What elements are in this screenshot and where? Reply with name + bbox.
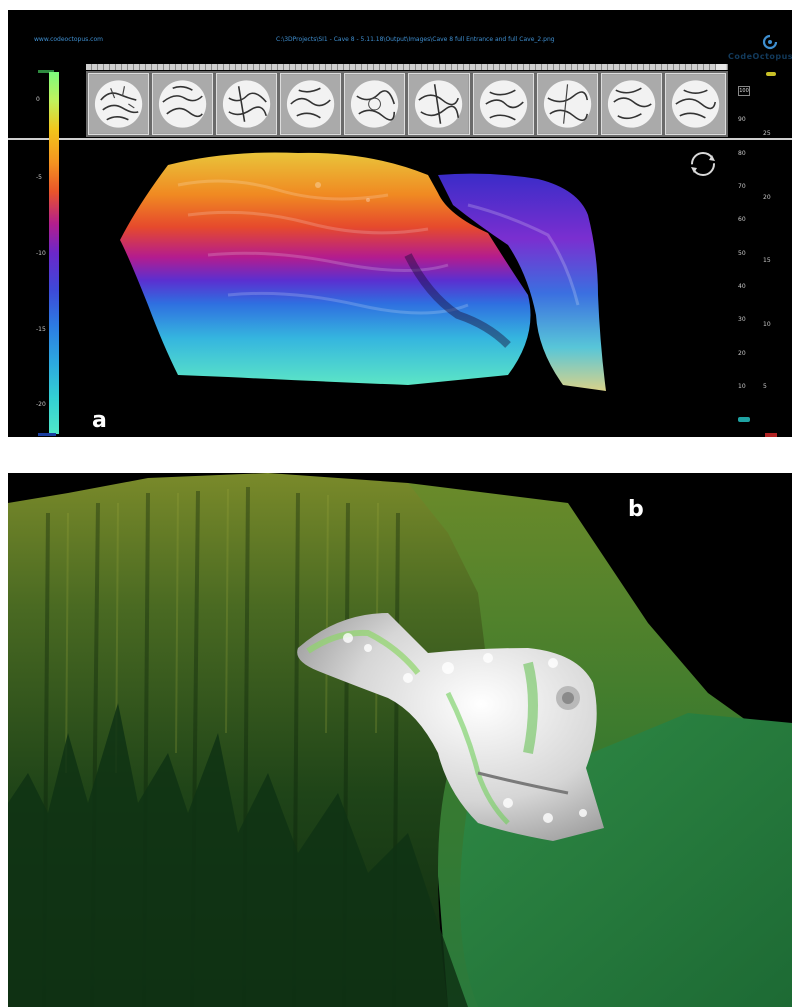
thumbnail[interactable] [472,73,534,135]
logo-icon [762,34,778,50]
thumbnail[interactable] [152,73,214,135]
right-scale-marker [765,433,777,437]
rotate-icon[interactable] [688,149,718,179]
colorbar-cap [38,70,54,73]
right-slider-bottom[interactable] [738,417,750,422]
thumbnail[interactable] [216,73,278,135]
panel-a-viewer: www.codeoctopus.com C:\3DProjects\SI1 - … [8,10,792,437]
thumbnail[interactable] [344,73,406,135]
cave-model[interactable] [297,613,604,841]
website-link[interactable]: www.codeoctopus.com [34,36,103,43]
panel-label-a: a [92,408,107,433]
right-scale-tick: 90 [738,116,746,123]
right-scale-tick: 60 [738,216,746,223]
thumbnail[interactable] [280,73,342,135]
depth-colorbar [49,72,59,434]
logo-text: CodeOctopus [728,52,792,61]
colorbar-foot [38,433,56,436]
colorbar-tick: -5 [36,174,42,181]
thumbnail[interactable] [600,73,662,135]
colorbar-tick: -15 [36,326,46,333]
panel-label-b: b [628,497,644,522]
divider [8,138,792,140]
right-scale-tick: 25 [763,130,771,137]
thumbnail[interactable] [88,73,150,135]
right-scale-tick: 10 [763,321,771,328]
depth-surface-3d[interactable] [108,145,618,395]
right-scale-tick: 30 [738,316,746,323]
right-scale-tick: 20 [763,194,771,201]
right-scale-tick: 20 [738,350,746,357]
thumbnail-strip [86,71,728,137]
terrain-render-3d[interactable] [8,473,792,1007]
right-scale-tick: 15 [763,257,771,264]
right-scale-tick: 80 [738,150,746,157]
right-scale-tick: 50 [738,250,746,257]
scrollbar-handle[interactable] [716,64,726,70]
scale-value-box: 100 [738,86,750,96]
thumbnail[interactable] [408,73,470,135]
colorbar-tick: -10 [36,250,46,257]
file-path-title: C:\3DProjects\SI1 - Cave 8 - 5.11.18\Out… [276,36,555,43]
colorbar-tick: 0 [36,96,40,103]
right-scale-tick: 5 [763,383,767,390]
right-scale-tick: 70 [738,183,746,190]
thumbnail[interactable] [664,73,726,135]
thumbnail[interactable] [536,73,598,135]
thumbnail-scrollbar[interactable] [86,64,728,70]
panel-b-render: b [8,473,792,1007]
colorbar-tick: -20 [36,401,46,408]
right-scale-tick: 40 [738,283,746,290]
right-scale-tick: 10 [738,383,746,390]
right-slider-top[interactable] [766,72,776,76]
